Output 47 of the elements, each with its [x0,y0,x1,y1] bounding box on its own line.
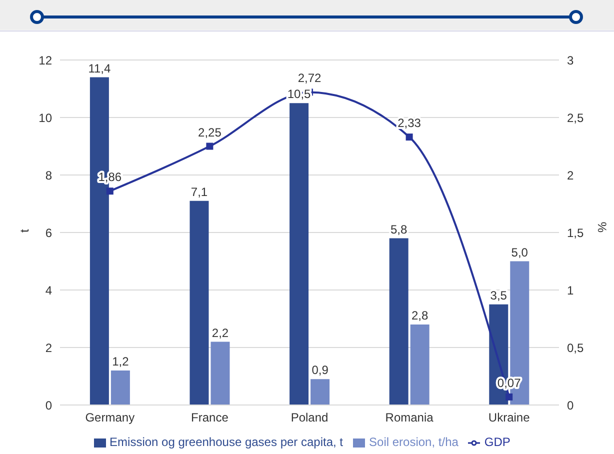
y2-tick-label: 2,5 [567,110,584,125]
y-tick-label: 8 [45,168,52,182]
data-label: 2,72 [298,71,322,86]
y2-tick-label: 0 [567,398,574,412]
legend-label: Soil erosion, t/ha [369,435,458,449]
point [406,134,413,141]
data-label: 5,8 [390,222,408,236]
point [106,188,114,195]
y-tick-label: 6 [45,226,52,240]
y2-tick-label: 2 [567,168,574,182]
y-tick-label: 2 [45,340,52,355]
data-label: 2,25 [198,125,222,140]
y-tick-label: 10 [38,110,52,125]
bar [210,342,230,405]
y2-axis-title: % [594,222,609,233]
data-label: 3,5 [490,288,508,302]
bar [290,103,309,405]
y2-tick-label: 0,5 [567,340,584,355]
data-label: 7,1 [190,184,208,199]
bar [310,379,330,405]
data-label: 5,0 [511,245,528,260]
y2-tick-label: 1,5 [567,226,584,240]
x-tick-label: Germany [85,410,135,425]
data-label: 11,4 [88,61,111,76]
x-tick-label: Ukraine [488,410,530,425]
bar [110,370,130,405]
y-axis-title: t [17,228,32,232]
legend-label: Emission og greenhouse gases per capita, t [110,435,344,449]
data-label: 2,8 [411,308,429,322]
data-label: 2,2 [212,326,229,340]
y-tick-label: 12 [38,53,52,68]
y2-tick-label: 1 [567,283,574,298]
y-tick-label: 4 [45,283,52,298]
data-label: 2,33 [398,116,422,130]
y2-tick-label: 3 [567,53,574,68]
point [506,393,513,400]
y-tick-label: 0 [45,398,52,412]
data-label: 0,9 [312,363,329,378]
point [206,142,214,150]
x-tick-label: France [191,410,229,425]
bar [389,238,408,405]
legend-label: GDP [484,435,510,449]
data-label: 1,2 [112,354,130,368]
x-tick-label: Romania [385,410,434,425]
x-tick-label: Poland [290,410,328,425]
bar [190,200,209,405]
bar [410,324,430,405]
